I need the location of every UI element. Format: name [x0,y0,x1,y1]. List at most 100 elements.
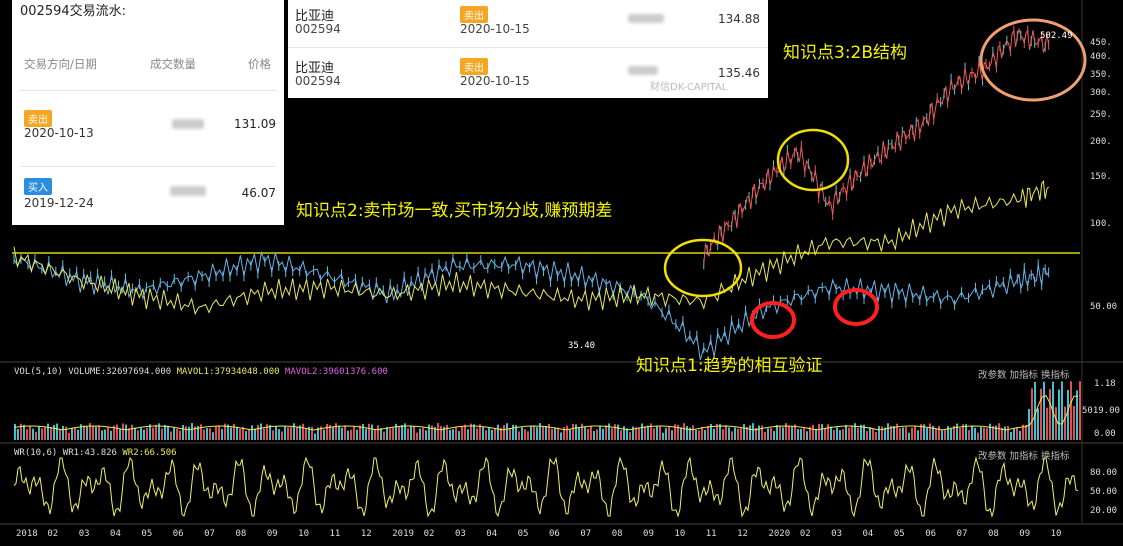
time-tick-label: 11 [329,529,341,539]
divider [288,47,768,48]
wr-tick: 20.00 [1090,506,1118,516]
volume-bar [161,428,163,440]
volume-bar [236,426,238,440]
sell-badge: 卖出 [460,6,488,23]
volume-bar [98,425,100,440]
volume-bar [1031,388,1033,440]
volume-bar [110,430,112,440]
volume-bar [815,429,817,440]
volume-bar [374,429,376,440]
volume-bar [71,428,73,440]
volume-bar [941,430,943,440]
volume-bar [716,423,718,440]
volume-bar [851,425,853,440]
volume-bar [416,432,418,440]
time-tick-label: 02 [47,529,59,539]
price-tick: 200. [1090,137,1112,147]
volume-bar [602,428,604,440]
volume-bar [821,424,823,440]
volume-bar [1058,389,1060,440]
volume-bar [983,427,985,440]
volume-bar [230,427,232,440]
volume-bar [500,427,502,440]
volume-bar [485,430,487,440]
volume-bar [782,427,784,440]
volume-bar [884,427,886,440]
volume-bar [185,426,187,440]
volume-bar [974,427,976,440]
volume-bar [689,427,691,440]
volume-bar [80,424,82,440]
volume-bar [653,428,655,440]
time-tick-label: 03 [831,529,843,539]
volume-bar [668,426,670,440]
volume-bar [383,431,385,440]
volume-bar [902,427,904,440]
volume-bar [14,423,16,440]
volume-bar [518,431,520,440]
volume-bar [926,427,928,440]
volume-bar [155,424,157,440]
wr2-value: WR2:66.506 [122,448,177,458]
volume-bar [1040,388,1042,440]
volume-bar [398,426,400,440]
volume-bar [857,427,859,440]
time-tick-label: 10 [1050,529,1062,539]
volume-bar [290,427,292,440]
vol-panel-buttons[interactable]: 改参数 加指标 换指标 [978,370,1070,381]
volume-bar [218,425,220,440]
time-tick-label: 03 [454,529,466,539]
volume-bar [332,427,334,440]
time-tick-label: 10 [298,529,310,539]
volume-bar [143,429,145,440]
volume-bar [611,428,613,440]
volume-bar [209,428,211,440]
volume-bar [854,423,856,440]
highlight-circle-yellow [776,128,850,192]
volume-bar [215,426,217,440]
volume-bar [35,431,37,440]
buy-badge: 买入 [24,178,52,195]
volume-bar [695,429,697,440]
wr-panel-buttons[interactable]: 改参数 加指标 换指标 [978,451,1070,462]
volume-bar [257,424,259,440]
volume-bar [701,426,703,440]
price-line [703,27,1050,265]
volume-bar [296,426,298,440]
volume-bar [950,428,952,440]
volume-bar [590,426,592,440]
volume-bar [758,425,760,440]
volume-bar [824,428,826,440]
volume-bar [38,426,40,440]
volume-bar [176,428,178,440]
trade-price: 134.88 [718,12,760,26]
volume-bar [203,429,205,440]
time-tick-label: 2020 [768,529,791,539]
volume-bar [41,428,43,440]
volume-bar [194,426,196,440]
volume-bar [356,429,358,440]
volume-bar [125,424,127,440]
time-tick-label: 03 [78,529,90,539]
volume-bar [644,426,646,440]
volume-bar [995,425,997,440]
volume-bar [944,430,946,440]
volume-bar [329,424,331,440]
volume-bar [827,424,829,440]
volume-bar [800,428,802,440]
time-tick-label: 08 [987,529,999,539]
volume-bar [59,428,61,440]
trade-log-title: 002594交易流水: [20,4,127,19]
volume-bar [749,425,751,440]
price-tick: 400. [1090,52,1112,62]
volume-bar [164,424,166,440]
volume-bar [260,423,262,440]
note-knowledge-1: 知识点1:趋势的相互验证 [636,356,823,376]
volume-bar [542,426,544,440]
volume-bar [1001,427,1003,440]
volume-bar [278,429,280,440]
wr-tick: 50.00 [1090,487,1118,497]
wr-tick: 80.00 [1090,468,1118,478]
volume-bar [245,431,247,440]
